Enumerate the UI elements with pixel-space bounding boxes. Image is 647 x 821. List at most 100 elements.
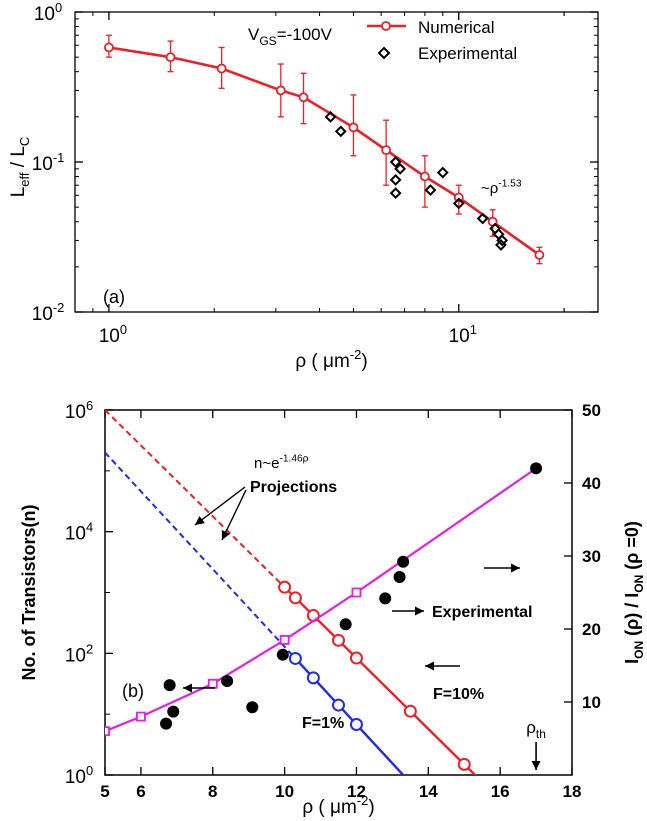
- legend-numerical-label: Numerical: [418, 18, 495, 37]
- experimental-point-13: [495, 239, 507, 251]
- projection-line-0: [105, 410, 286, 588]
- fit-annotation: n~e-1.46ρ: [254, 454, 309, 472]
- rho-th-label: ρth: [526, 718, 546, 741]
- vgs-main: V: [248, 25, 260, 44]
- y-tick-label-a-1-base: 10: [32, 154, 53, 175]
- numerical-point-3: [275, 85, 286, 96]
- y-tick-label-a-0: 100: [34, 0, 62, 25]
- rho-th-sub: th: [536, 727, 546, 741]
- y-tick-label-b-2-exp: 4: [86, 520, 93, 535]
- plot-area-b: [105, 410, 543, 775]
- rho-th-arrow-head: [531, 761, 541, 770]
- experimental-point-5: [389, 187, 402, 200]
- x-tick-label-b-4: 12: [347, 782, 366, 801]
- y2-tick-label-b-1: 20: [582, 620, 601, 639]
- slope-annotation-exp: -1.53: [498, 179, 522, 190]
- fit-point-1-0: [288, 651, 302, 665]
- slope-annotation: ~ρ-1.53: [481, 179, 522, 197]
- y2-tick-label-b-2: 30: [582, 547, 601, 566]
- x-axis-label-a-exp: -2: [350, 347, 362, 362]
- x-axis-label-b-exp: -2: [357, 793, 369, 808]
- y-label-a-p1: eff: [17, 172, 32, 187]
- projections-label: Projections: [250, 479, 337, 496]
- y-axis-label-b: No. of Transistors(n): [19, 504, 39, 680]
- right-axis-arrow-head: [511, 563, 520, 573]
- x-tick-label-b-0: 5: [100, 782, 109, 801]
- ion-ratio-point-2: [207, 678, 218, 689]
- x-tick-label-b-1: 6: [136, 782, 145, 801]
- y-tick-label-b-3: 106: [65, 398, 93, 423]
- left-axis-arrow-2-head: [425, 661, 434, 671]
- projection-line-1: [105, 451, 297, 660]
- y-tick-label-a-1: 10-1: [32, 150, 65, 175]
- fit-line-0: [283, 586, 477, 775]
- experimental-point-2: [389, 156, 402, 168]
- panel-label-a: (a): [103, 287, 125, 307]
- y-label-a-p0: L: [8, 187, 29, 198]
- x-tick-label-a-1-exp: 1: [470, 322, 477, 337]
- experimental-dot-6: [339, 618, 352, 631]
- numerical-point-4: [298, 92, 309, 103]
- projections-arrow-2-shaft: [221, 489, 247, 541]
- experimental-dot-4: [246, 701, 259, 714]
- experimental-dot-0: [160, 717, 173, 730]
- x-tick-label-b-7: 18: [563, 782, 582, 801]
- x-tick-label-b-5: 14: [419, 782, 438, 801]
- left-axis-arrow-1-head: [183, 683, 192, 693]
- fit-point-0-5: [403, 704, 417, 718]
- slope-annotation-base: ~ρ: [481, 180, 498, 197]
- fit-point-0-0: [278, 580, 292, 594]
- y-label-a-p3: C: [17, 137, 32, 146]
- projections-arrow-1-head: [195, 515, 205, 525]
- f1-label: F=1%: [302, 715, 344, 732]
- f10-label: F=10%: [433, 686, 484, 703]
- y-axis-label-a: Leff / LC: [8, 137, 32, 198]
- x-tick-label-a-0-base: 10: [99, 326, 120, 347]
- vgs-annotation: VGS=-100V: [248, 25, 333, 48]
- projections-arrow-1-shaft: [194, 486, 246, 526]
- y-tick-label-b-2: 104: [65, 520, 93, 545]
- y-tick-label-a-1-exp: -1: [53, 150, 64, 165]
- experimental-dot-9: [397, 555, 410, 568]
- x-tick-label-a-0: 100: [99, 322, 127, 347]
- y-tick-label-b-1-exp: 2: [86, 641, 93, 656]
- y-tick-label-b-1: 102: [65, 641, 93, 666]
- y2-label-p1: ON: [632, 641, 646, 659]
- y-tick-label-a-0-base: 10: [34, 4, 55, 25]
- y-tick-label-b-0-base: 10: [65, 767, 86, 788]
- x-axis-label-b-close: ): [368, 797, 374, 818]
- y2-label-p0: I: [622, 659, 642, 664]
- experimental-dot-1: [163, 679, 176, 692]
- experimental-dot-7: [379, 592, 392, 605]
- y-tick-label-a-2: 10-2: [32, 300, 65, 325]
- numerical-point-2: [216, 63, 227, 74]
- experimental-dot-10: [530, 462, 543, 475]
- numerical-point-0: [104, 42, 114, 53]
- y2-label-p4: (ρ =0): [622, 521, 642, 575]
- ion-ratio-point-1: [136, 711, 146, 722]
- y-tick-label-a-2-base: 10: [32, 304, 53, 325]
- x-tick-label-b-6: 16: [491, 782, 510, 801]
- x-axis-label-b: ρ ( μm-2): [302, 793, 374, 818]
- fit-annotation-exp: -1.46ρ: [279, 454, 308, 465]
- x-axis-label-a-main: ρ ( μm: [295, 351, 349, 372]
- numerical-point-6: [381, 145, 392, 156]
- fit-point-0-1: [288, 591, 302, 605]
- experimental-dot-8: [393, 570, 406, 583]
- y2-tick-label-b-4: 50: [582, 401, 601, 420]
- experimental-arrow-head: [415, 606, 424, 616]
- experimental-point-1: [334, 125, 347, 138]
- y2-tick-label-b-3: 40: [582, 474, 601, 493]
- y2-tick-label-b-0: 10: [582, 693, 601, 712]
- experimental-point-3: [389, 173, 402, 186]
- experimental-point-9: [476, 212, 489, 225]
- legend-experimental-marker: [377, 46, 391, 60]
- fit-point-1-2: [332, 698, 345, 712]
- y-tick-label-b-3-exp: 6: [86, 398, 93, 413]
- x-axis-label-a: ρ ( μm-2): [295, 347, 367, 372]
- x-axis-label-b-main: ρ ( μm: [302, 797, 356, 818]
- y-tick-label-a-2-exp: -2: [53, 300, 64, 315]
- y2-label-p2: (ρ) / I: [622, 593, 642, 641]
- legend-experimental-label: Experimental: [418, 44, 517, 63]
